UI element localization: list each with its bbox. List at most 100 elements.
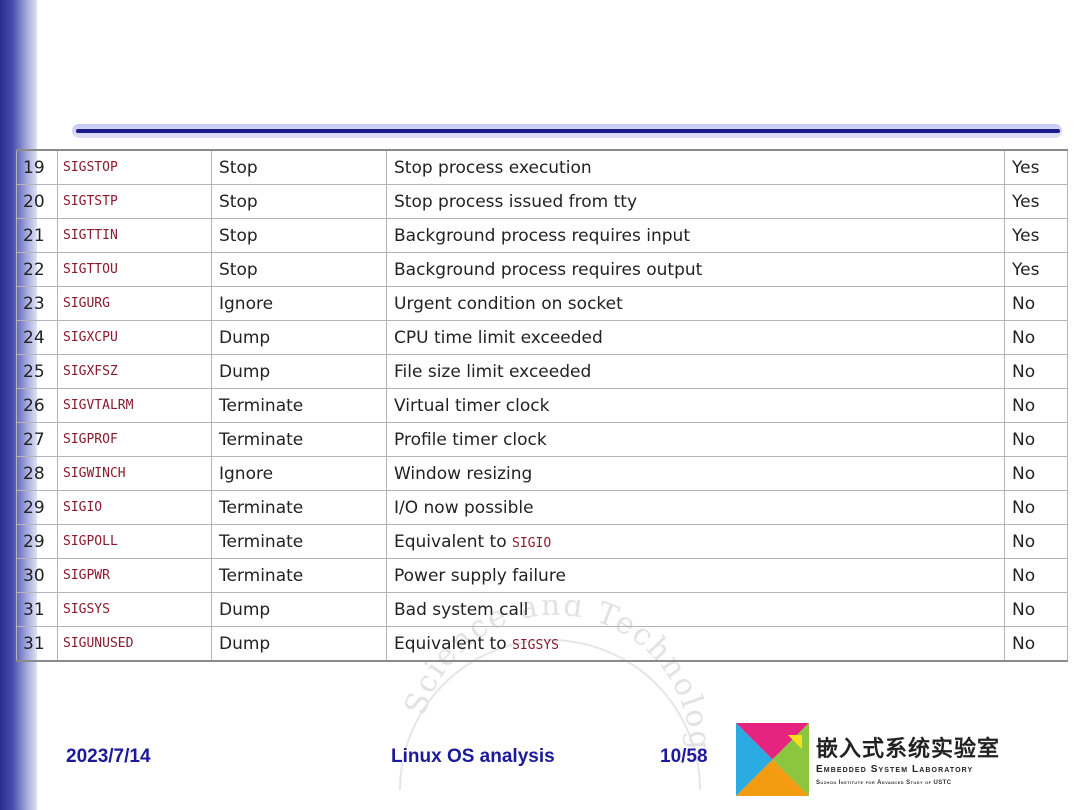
dump-flag-text: Yes	[1012, 225, 1040, 246]
signal-reference: SIGIO	[512, 535, 552, 551]
signal-name-text: SIGWINCH	[63, 466, 126, 481]
signal-description-text: Bad system call	[394, 599, 529, 620]
dump-flag-text: No	[1012, 633, 1036, 654]
dump-flag: No	[1004, 422, 1068, 457]
dump-flag: Yes	[1004, 149, 1068, 185]
signal-name-text: SIGUNUSED	[63, 636, 134, 651]
signal-number: 25	[16, 354, 58, 389]
signal-number: 22	[16, 252, 58, 287]
dump-flag-text: No	[1012, 463, 1036, 484]
signal-number: 26	[16, 388, 58, 423]
signal-name: SIGVTALRM	[57, 388, 212, 423]
table-row: 31 SIGSYS Dump Bad system call No	[16, 592, 1068, 627]
signal-name: SIGPROF	[57, 422, 212, 457]
signal-number-text: 22	[23, 259, 45, 280]
default-action: Stop	[211, 149, 387, 185]
signal-description: Window resizing	[386, 456, 1005, 491]
signal-number: 20	[16, 184, 58, 219]
default-action: Terminate	[211, 388, 387, 423]
signal-name: SIGPOLL	[57, 524, 212, 559]
signal-description-text: Background process requires output	[394, 259, 703, 280]
signal-description: Profile timer clock	[386, 422, 1005, 457]
dump-flag: No	[1004, 558, 1068, 593]
default-action: Dump	[211, 320, 387, 355]
lab-name-chinese: 嵌入式系统实验室	[816, 736, 1001, 762]
signal-number: 31	[16, 592, 58, 627]
table-row: 26 SIGVTALRM Terminate Virtual timer clock N…	[16, 388, 1068, 423]
signal-name: SIGTTOU	[57, 252, 212, 287]
signal-description: Virtual timer clock	[386, 388, 1005, 423]
signal-description: I/O now possible	[386, 490, 1005, 525]
signal-description-text: I/O now possible	[394, 497, 534, 518]
signal-number-text: 29	[23, 531, 45, 552]
signal-description: CPU time limit exceeded	[386, 320, 1005, 355]
footer-date: 2023/7/14	[66, 746, 151, 767]
table-row: 30 SIGPWR Terminate Power supply failure No	[16, 558, 1068, 593]
signal-name-text: SIGPOLL	[63, 534, 118, 549]
table-row: 19 SIGSTOP Stop Stop process execution Yes	[16, 149, 1068, 185]
default-action-text: Terminate	[219, 531, 304, 552]
default-action-text: Dump	[219, 361, 271, 382]
dump-flag: No	[1004, 456, 1068, 491]
dump-flag-text: No	[1012, 327, 1036, 348]
default-action-text: Dump	[219, 599, 271, 620]
table-row: 31 SIGUNUSED Dump Equivalent to SIGSYS No	[16, 626, 1068, 662]
table-row: 28 SIGWINCH Ignore Window resizing No	[16, 456, 1068, 491]
signal-name-text: SIGIO	[63, 500, 103, 515]
signal-number-text: 26	[23, 395, 45, 416]
signal-name-text: SIGPROF	[63, 432, 118, 447]
default-action: Dump	[211, 592, 387, 627]
signal-description-text: Equivalent to	[394, 531, 513, 552]
default-action: Dump	[211, 354, 387, 389]
signal-name-text: SIGXCPU	[63, 330, 118, 345]
signal-number: 23	[16, 286, 58, 321]
default-action-text: Stop	[219, 225, 258, 246]
table-row: 22 SIGTTOU Stop Background process requires…	[16, 252, 1068, 287]
dump-flag-text: No	[1012, 565, 1036, 586]
lab-institute: Suzhou Institute for Advanced Study of U…	[816, 780, 952, 786]
signal-number-text: 31	[23, 599, 45, 620]
title-divider	[72, 124, 1062, 138]
signal-number-text: 25	[23, 361, 45, 382]
dump-flag: Yes	[1004, 218, 1068, 253]
signal-name-text: SIGTTIN	[63, 228, 118, 243]
signal-description: Bad system call	[386, 592, 1005, 627]
signal-name: SIGXCPU	[57, 320, 212, 355]
dump-flag: No	[1004, 354, 1068, 389]
signal-number-text: 31	[23, 633, 45, 654]
dump-flag-text: No	[1012, 361, 1036, 382]
signal-description: Stop process execution	[386, 149, 1005, 185]
dump-flag-text: Yes	[1012, 259, 1040, 280]
footer-title: Linux OS analysis	[391, 746, 555, 767]
signal-number: 19	[16, 149, 58, 185]
signal-number-text: 29	[23, 497, 45, 518]
default-action-text: Terminate	[219, 395, 304, 416]
table-row: 24 SIGXCPU Dump CPU time limit exceeded No	[16, 320, 1068, 355]
signal-number: 24	[16, 320, 58, 355]
signal-description-text: Urgent condition on socket	[394, 293, 623, 314]
signal-name-text: SIGVTALRM	[63, 398, 134, 413]
default-action: Terminate	[211, 558, 387, 593]
signal-number: 31	[16, 626, 58, 662]
signal-name: SIGURG	[57, 286, 212, 321]
signal-name-text: SIGSTOP	[63, 160, 118, 175]
dump-flag-text: No	[1012, 293, 1036, 314]
signal-number-text: 28	[23, 463, 45, 484]
default-action-text: Terminate	[219, 565, 304, 586]
signal-number-text: 24	[23, 327, 45, 348]
signal-description-text: Window resizing	[394, 463, 533, 484]
table-row: 27 SIGPROF Terminate Profile timer clock No	[16, 422, 1068, 457]
default-action: Terminate	[211, 524, 387, 559]
signal-name-text: SIGPWR	[63, 568, 110, 583]
signal-name: SIGTTIN	[57, 218, 212, 253]
signal-description: Urgent condition on socket	[386, 286, 1005, 321]
signal-description-text: Background process requires input	[394, 225, 690, 246]
default-action-text: Stop	[219, 157, 258, 178]
signal-description-text: Stop process execution	[394, 157, 592, 178]
lab-logo-icon	[736, 723, 809, 796]
dump-flag: Yes	[1004, 184, 1068, 219]
default-action-text: Terminate	[219, 429, 304, 450]
dump-flag-text: No	[1012, 429, 1036, 450]
signal-description: Stop process issued from tty	[386, 184, 1005, 219]
signal-table-body: 19 SIGSTOP Stop Stop process execution Yes 20…	[16, 149, 1068, 662]
